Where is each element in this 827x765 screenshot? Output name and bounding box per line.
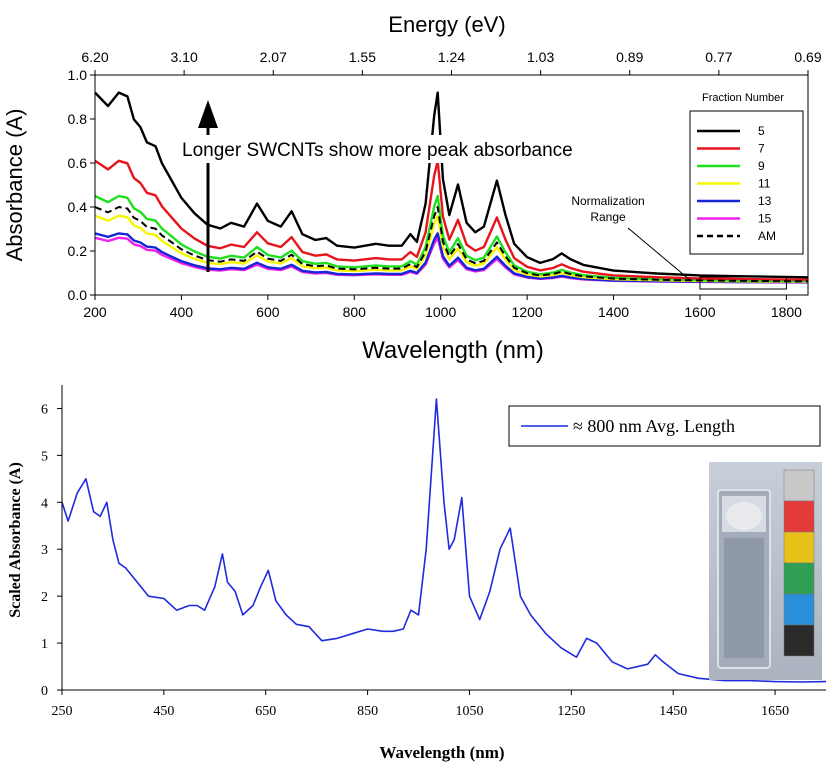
- swatch: [783, 531, 815, 564]
- x-tick-label: 600: [256, 304, 280, 320]
- x-tick-label: 1400: [598, 304, 629, 320]
- x-tick-label: 800: [343, 304, 367, 320]
- legend-label: 9: [758, 159, 765, 173]
- top-axis-ticks: 6.20 3.10 2.07 1.55 1.24 1.03 0.89 0.77 0.69: [81, 49, 822, 75]
- series-line-13: [95, 232, 808, 284]
- x-tick-label: 1250: [557, 704, 585, 719]
- x-tick-label: 450: [153, 704, 174, 719]
- color-swatches: [783, 469, 815, 657]
- arrow-annotation-text: Longer SWCNTs show more peak absorbance: [182, 140, 573, 161]
- legend-label: 5: [758, 124, 765, 138]
- top-tick-label: 3.10: [171, 49, 198, 65]
- y-tick-label: 5: [41, 449, 48, 464]
- top-y-axis-ticks: 0.0 0.2 0.4 0.6 0.8 1.0: [68, 67, 95, 303]
- y-tick-label: 3: [41, 543, 48, 558]
- legend-label: 7: [758, 142, 765, 156]
- top-tick-label: 1.03: [527, 49, 554, 65]
- bottom-chart: 0 1 2 3 4 5 6 250 450 650 850 1050 1250 1450 1650 Sca…: [7, 385, 827, 762]
- y-tick-label: 6: [41, 402, 48, 417]
- top-tick-label: 0.89: [616, 49, 643, 65]
- x-tick-label: 1200: [512, 304, 543, 320]
- top-tick-label: 1.24: [438, 49, 465, 65]
- y-tick-label: 0.6: [68, 155, 88, 171]
- top-x-axis-ticks: 200 400 600 800 1000 1200 1400 1600 1800: [83, 295, 802, 320]
- top-x-axis-label: Wavelength (nm): [362, 337, 544, 364]
- bottom-legend-label: ≈ 800 nm Avg. Length: [573, 416, 735, 436]
- swatch: [783, 562, 815, 595]
- top-axis-title: Energy (eV): [388, 12, 505, 37]
- swatch: [783, 593, 815, 626]
- x-tick-label: 250: [52, 704, 73, 719]
- y-tick-label: 0.0: [68, 287, 88, 303]
- series-line-800nm: [61, 398, 827, 683]
- x-tick-label: 1650: [761, 704, 789, 719]
- y-tick-label: 1: [41, 637, 48, 652]
- x-tick-label: 1800: [771, 304, 802, 320]
- series-line-9: [95, 194, 808, 283]
- bottom-y-axis-ticks: 0 1 2 3 4 5 6: [41, 402, 62, 699]
- legend-label: 11: [758, 177, 771, 191]
- y-tick-label: 0.2: [68, 243, 88, 259]
- top-tick-label: 6.20: [81, 49, 108, 65]
- y-tick-label: 2: [41, 590, 48, 605]
- y-tick-label: 0.8: [68, 111, 88, 127]
- legend-label: 15: [758, 212, 772, 226]
- y-tick-label: 0.4: [68, 199, 88, 215]
- top-plot-frame: [94, 74, 809, 296]
- normalization-label-line1: Normalization: [571, 194, 644, 208]
- x-tick-label: 850: [357, 704, 378, 719]
- bottom-chart-series: [61, 398, 827, 683]
- top-tick-label: 0.69: [794, 49, 821, 65]
- x-tick-label: 200: [83, 304, 107, 320]
- increase-arrowhead: [198, 100, 218, 128]
- legend-label: AM: [758, 229, 776, 243]
- x-tick-label: 650: [255, 704, 276, 719]
- swatch: [783, 469, 815, 502]
- swatch: [783, 624, 815, 657]
- legend-title: Fraction Number: [702, 92, 784, 104]
- series-line-AM: [95, 206, 808, 283]
- x-tick-label: 1050: [455, 704, 483, 719]
- swatch: [783, 500, 815, 533]
- cuvette-photo: [709, 462, 822, 680]
- normalization-label-line2: Range: [590, 210, 626, 224]
- top-tick-label: 0.77: [705, 49, 732, 65]
- y-tick-label: 1.0: [68, 67, 88, 83]
- top-chart-series: [95, 91, 808, 284]
- top-tick-label: 2.07: [260, 49, 287, 65]
- top-legend-entries: 5 7 9 11 13 15 AM: [697, 124, 776, 243]
- y-tick-label: 0: [41, 684, 48, 699]
- x-tick-label: 1000: [425, 304, 456, 320]
- series-line-5: [95, 91, 808, 279]
- x-tick-label: 1600: [684, 304, 715, 320]
- arrow-text-bg: [180, 135, 686, 163]
- bottom-x-axis-label: Wavelength (nm): [379, 743, 504, 762]
- x-tick-label: 1450: [659, 704, 687, 719]
- legend-label: 13: [758, 194, 772, 208]
- bottom-x-axis-ticks: 250 450 650 850 1050 1250 1450 1650: [52, 690, 789, 719]
- y-tick-label: 4: [41, 496, 48, 511]
- bottom-y-axis-label: Scaled Absorbance (A): [7, 462, 24, 618]
- top-chart: Energy (eV) 6.20 3.10 2.07 1.55 1.24 1.03 0.89…: [2, 12, 822, 364]
- top-tick-label: 1.55: [349, 49, 376, 65]
- normalization-range-box: [699, 276, 787, 290]
- x-tick-label: 400: [170, 304, 194, 320]
- top-y-axis-label: Absorbance (A): [2, 109, 27, 262]
- normalization-pointer: [627, 227, 691, 281]
- series-line-7: [95, 159, 808, 281]
- series-line-11: [95, 214, 808, 283]
